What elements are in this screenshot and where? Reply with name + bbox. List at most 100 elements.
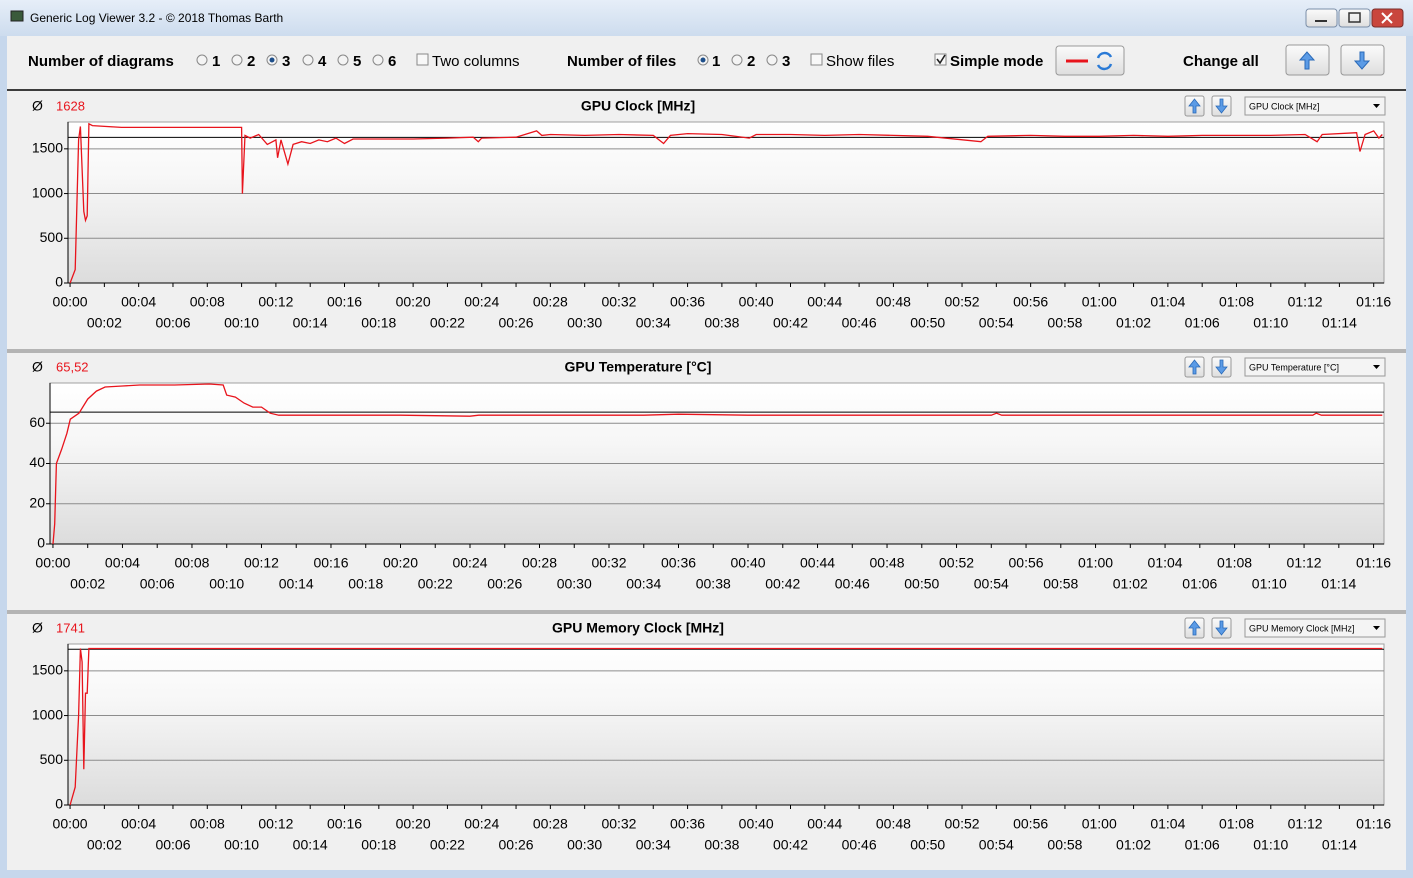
x-tick-label: 01:12	[1288, 294, 1323, 310]
x-tick-label: 00:04	[121, 816, 156, 832]
plot-area	[67, 121, 1385, 284]
average-value: 1628	[56, 98, 85, 113]
x-tick-label: 00:52	[945, 294, 980, 310]
x-tick-label: 00:06	[140, 576, 175, 592]
x-tick-label: 00:12	[244, 555, 279, 571]
x-tick-label: 00:38	[696, 576, 731, 592]
x-tick-label: 00:32	[601, 294, 636, 310]
x-tick-label: 01:12	[1288, 816, 1323, 832]
x-tick-label: 00:18	[348, 576, 383, 592]
diagram-radios: 1 2 3 4 5 6	[196, 53, 396, 70]
x-tick-label: 00:14	[293, 315, 328, 331]
x-tick-label: 01:00	[1082, 294, 1117, 310]
up-arrow	[1188, 98, 1201, 114]
x-tick-label: 00:54	[979, 315, 1014, 331]
x-tick-label: 00:18	[361, 315, 396, 331]
radio-label: 1	[212, 53, 220, 70]
x-tick-label: 00:52	[939, 555, 974, 571]
x-tick-label: 00:04	[105, 555, 140, 571]
x-tick-label: 00:28	[533, 816, 568, 832]
down-arrow	[1215, 620, 1228, 636]
x-tick-label: 00:14	[279, 576, 314, 592]
radio[interactable]	[337, 54, 349, 66]
x-tick-label: 01:04	[1150, 816, 1185, 832]
x-tick-label: 01:04	[1148, 555, 1183, 571]
y-tick-label: 0	[55, 274, 63, 290]
x-tick-label: 00:02	[87, 837, 122, 853]
radio[interactable]	[231, 54, 243, 66]
x-tick-label: 00:36	[661, 555, 696, 571]
radio-label: 2	[247, 53, 255, 70]
channel-selector-text: GPU Memory Clock [MHz]	[1249, 623, 1355, 633]
change-all-label: Change all	[1183, 53, 1259, 70]
app-icon	[10, 10, 24, 22]
average-value: 65,52	[56, 359, 89, 374]
files-label: Number of files	[567, 53, 676, 70]
x-tick-label: 00:56	[1009, 555, 1044, 571]
x-tick-label: 00:46	[842, 315, 877, 331]
x-tick-label: 01:08	[1217, 555, 1252, 571]
x-tick-label: 00:24	[464, 816, 499, 832]
x-tick-label: 00:10	[224, 837, 259, 853]
x-tick-label: 00:36	[670, 816, 705, 832]
y-tick-label: 40	[29, 454, 45, 470]
window-title: Generic Log Viewer 3.2 - © 2018 Thomas B…	[30, 11, 283, 25]
x-tick-label: 00:00	[53, 816, 88, 832]
x-tick-label: 00:16	[313, 555, 348, 571]
x-tick-label: 00:10	[224, 315, 259, 331]
y-tick-label: 1500	[32, 140, 63, 156]
two-columns-label: Two columns	[432, 53, 520, 70]
radio-label: 2	[747, 53, 755, 70]
x-tick-label: 00:32	[601, 816, 636, 832]
y-tick-label: 1500	[32, 662, 63, 678]
x-tick-label: 01:16	[1356, 294, 1391, 310]
x-tick-label: 00:54	[974, 576, 1009, 592]
channel-selector[interactable]	[1244, 357, 1386, 377]
x-tick-label: 00:30	[567, 315, 602, 331]
x-tick-label: 00:54	[979, 837, 1014, 853]
checkbox[interactable]	[934, 53, 947, 66]
x-tick-label: 00:30	[557, 576, 592, 592]
x-tick-label: 00:40	[739, 816, 774, 832]
x-tick-label: 00:44	[800, 555, 835, 571]
x-tick-label: 00:46	[835, 576, 870, 592]
x-tick-label: 01:16	[1356, 816, 1391, 832]
x-tick-label: 00:38	[704, 315, 739, 331]
radio-label: 1	[712, 53, 720, 70]
radio[interactable]	[731, 54, 743, 66]
x-tick-label: 00:28	[522, 555, 557, 571]
title-bar	[0, 0, 1413, 36]
x-tick-label: 00:28	[533, 294, 568, 310]
show-files-label: Show files	[826, 53, 894, 70]
y-tick-label: 1000	[32, 184, 63, 200]
chart-title: GPU Clock [MHz]	[581, 98, 695, 114]
checkbox[interactable]	[416, 53, 429, 66]
radio[interactable]	[302, 54, 314, 66]
minimize-button[interactable]	[1305, 8, 1338, 28]
channel-selector[interactable]	[1244, 618, 1386, 638]
x-tick-label: 00:40	[730, 555, 765, 571]
checkbox[interactable]	[810, 53, 823, 66]
channel-selector[interactable]	[1244, 96, 1386, 116]
x-tick-label: 01:02	[1116, 315, 1151, 331]
up-arrow	[1188, 620, 1201, 636]
maximize-button[interactable]	[1338, 8, 1371, 28]
x-tick-label: 01:16	[1356, 555, 1391, 571]
y-tick-label: 500	[40, 751, 64, 767]
x-tick-label: 00:22	[418, 576, 453, 592]
dropdown-arrow	[1373, 104, 1380, 108]
radio-label: 5	[353, 53, 361, 70]
radio[interactable]	[766, 54, 778, 66]
x-tick-label: 00:48	[876, 816, 911, 832]
y-tick-label: 0	[55, 796, 63, 812]
x-tick-label: 01:02	[1113, 576, 1148, 592]
average-symbol: Ø	[32, 98, 43, 114]
radio[interactable]	[372, 54, 384, 66]
channel-selector-text: GPU Clock [MHz]	[1249, 101, 1320, 111]
x-tick-label: 01:08	[1219, 816, 1254, 832]
x-tick-label: 01:06	[1185, 837, 1220, 853]
x-tick-label: 00:34	[636, 315, 671, 331]
radio[interactable]	[196, 54, 208, 66]
x-tick-label: 01:14	[1322, 315, 1357, 331]
x-tick-label: 01:12	[1287, 555, 1322, 571]
